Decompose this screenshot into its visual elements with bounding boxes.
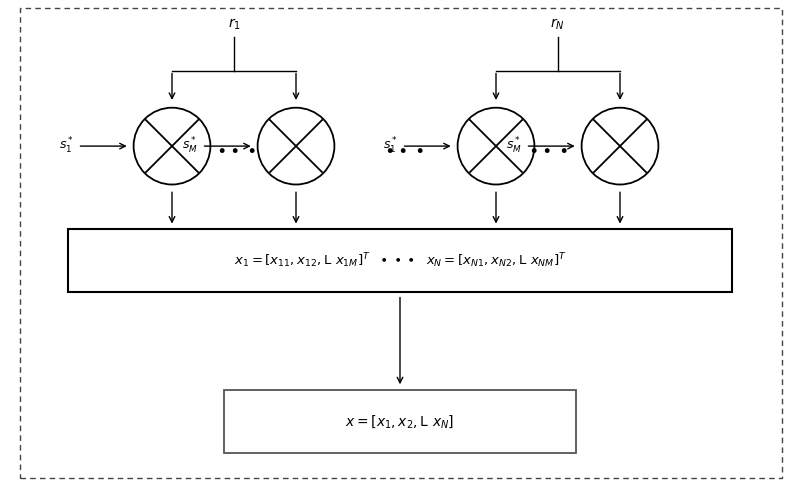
Text: $\bullet\bullet\bullet$: $\bullet\bullet\bullet$	[384, 140, 424, 157]
Text: $s_1^*$: $s_1^*$	[58, 136, 74, 156]
Text: $s_M^*$: $s_M^*$	[182, 136, 198, 156]
Text: $r_1$: $r_1$	[228, 16, 241, 32]
Text: $s_1^*$: $s_1^*$	[382, 136, 398, 156]
FancyBboxPatch shape	[224, 390, 576, 453]
Text: $\bullet\bullet\bullet$: $\bullet\bullet\bullet$	[216, 140, 256, 157]
Text: $s_M^*$: $s_M^*$	[506, 136, 522, 156]
Text: $r_N$: $r_N$	[550, 16, 565, 32]
Text: $x=[x_1,x_2,\mathrm{L}\ x_N]$: $x=[x_1,x_2,\mathrm{L}\ x_N]$	[346, 413, 454, 430]
Text: $\bullet\bullet\bullet$: $\bullet\bullet\bullet$	[528, 140, 568, 157]
Text: $x_1=[x_{11},x_{12},\mathrm{L}\ x_{1M}]^T\ \ \bullet\bullet\bullet\ \ x_N=[x_{N1: $x_1=[x_{11},x_{12},\mathrm{L}\ x_{1M}]^…	[234, 251, 566, 270]
FancyBboxPatch shape	[68, 229, 732, 292]
